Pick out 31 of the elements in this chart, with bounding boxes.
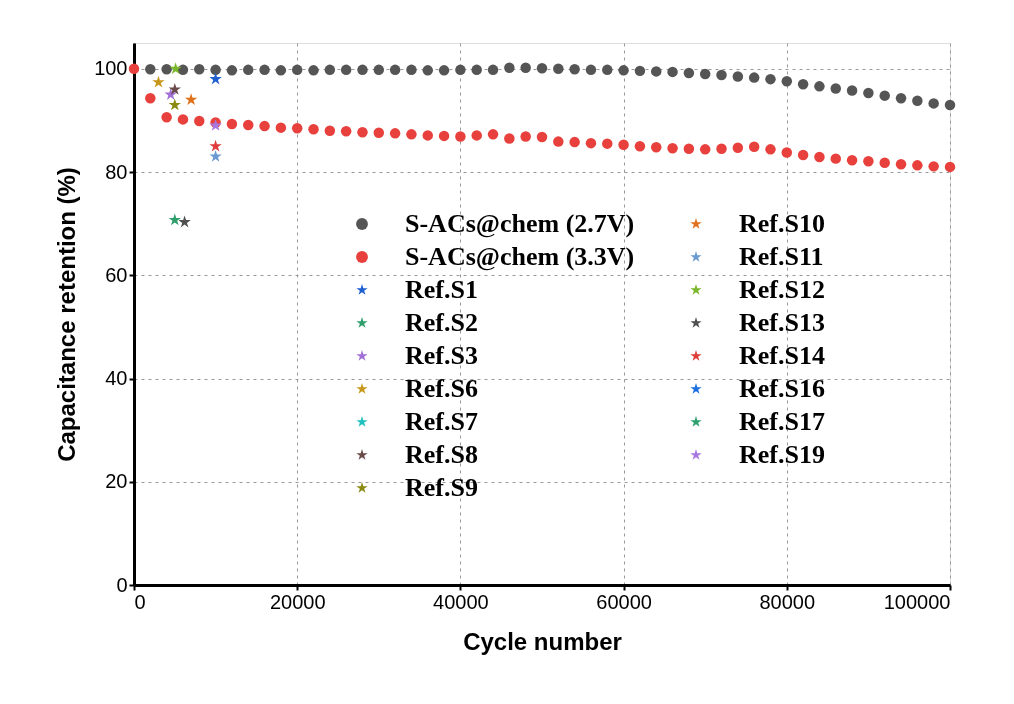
legend-label: Ref.S19	[739, 440, 825, 469]
x-axis-title: Cycle number	[463, 627, 622, 655]
legend-label: Ref.S13	[739, 308, 825, 337]
legend-label: Ref.S9	[405, 473, 478, 502]
y-axis-title: Capacitance retention (%)	[53, 167, 81, 462]
legend-label: Ref.S12	[739, 275, 825, 304]
x-tick-label: 0	[134, 590, 146, 613]
y-tick-label: 60	[105, 263, 128, 286]
legend-label: Ref.S8	[405, 440, 478, 469]
x-tick-label: 100000	[883, 590, 951, 613]
legend-label: S-ACs@chem (2.7V)	[405, 209, 635, 238]
legend-label: Ref.S3	[405, 341, 478, 370]
legend-label: Ref.S14	[739, 341, 825, 370]
legend-label: S-ACs@chem (3.3V)	[405, 242, 635, 271]
legend-label: Ref.S1	[405, 275, 478, 304]
y-tick-label: 80	[105, 160, 128, 183]
x-tick-label: 80000	[759, 590, 816, 613]
legend-label: Ref.S11	[739, 242, 824, 271]
y-tick-label: 20	[105, 470, 128, 493]
x-tick-label: 60000	[596, 590, 652, 613]
legend-label: Ref.S16	[739, 374, 825, 403]
legend-label: Ref.S2	[405, 308, 478, 337]
legend-label: Ref.S17	[739, 407, 825, 436]
legend-label: Ref.S6	[405, 374, 478, 403]
y-tick-label: 100	[94, 57, 128, 80]
x-tick-label: 20000	[269, 590, 326, 613]
y-tick-label: 40	[105, 367, 128, 390]
legend-label: Ref.S7	[405, 407, 478, 436]
x-tick-label: 40000	[433, 590, 489, 613]
legend-label: Ref.S10	[739, 209, 825, 238]
y-tick-label: 0	[116, 573, 128, 596]
